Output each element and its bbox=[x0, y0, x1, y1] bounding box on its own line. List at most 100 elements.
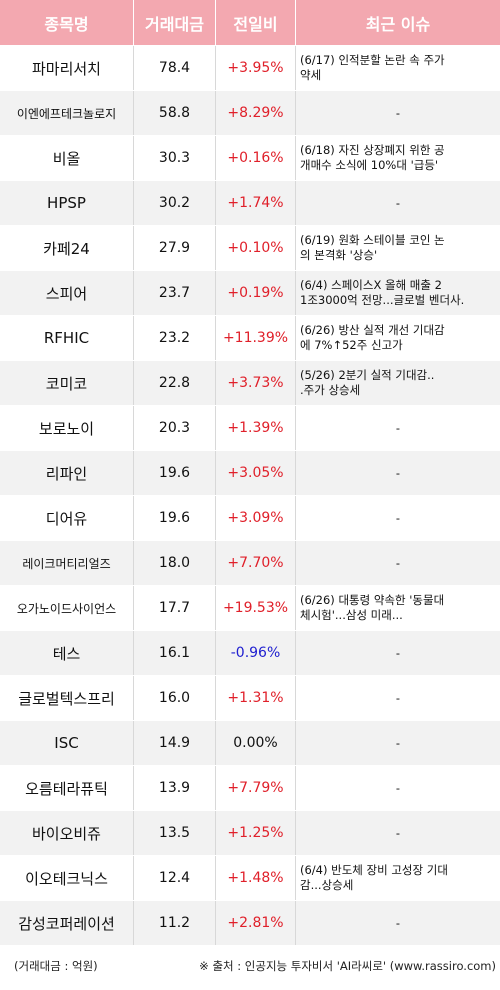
volume-cell: 58.8 bbox=[134, 91, 216, 135]
trade-volume: 20.3 bbox=[158, 420, 191, 436]
recent-issue: (6/19) 원화 스테이블 코인 논 의 본격화 '상승' bbox=[300, 233, 445, 262]
stock-name: 이엔에프테크놀로지 bbox=[16, 106, 117, 121]
table-row: 감성코퍼레이션 11.2 +2.81% - bbox=[0, 901, 500, 946]
price-change: +1.48% bbox=[227, 870, 284, 886]
stock-name: 비올 bbox=[52, 149, 81, 168]
stock-name: 오가노이드사이언스 bbox=[16, 601, 117, 616]
change-cell: +0.10% bbox=[216, 226, 296, 270]
table-row: 글로벌텍스프리 16.0 +1.31% - bbox=[0, 676, 500, 721]
trade-volume: 12.4 bbox=[158, 870, 191, 886]
change-cell: +7.79% bbox=[216, 766, 296, 810]
price-change: +1.39% bbox=[227, 420, 284, 436]
recent-issue: - bbox=[395, 825, 401, 840]
volume-cell: 30.2 bbox=[134, 181, 216, 225]
change-cell: +19.53% bbox=[216, 586, 296, 630]
issue-cell: - bbox=[296, 91, 500, 135]
trade-volume: 30.3 bbox=[158, 150, 191, 166]
stock-name: 레이크머티리얼즈 bbox=[22, 556, 111, 571]
volume-cell: 78.4 bbox=[134, 46, 216, 90]
volume-cell: 30.3 bbox=[134, 136, 216, 180]
volume-cell: 16.0 bbox=[134, 676, 216, 720]
recent-issue: - bbox=[395, 465, 401, 480]
recent-issue: - bbox=[395, 510, 401, 525]
table-row: 오름테라퓨틱 13.9 +7.79% - bbox=[0, 766, 500, 811]
stock-name-cell: 스피어 bbox=[0, 271, 134, 315]
trade-volume: 19.6 bbox=[158, 510, 191, 526]
change-cell: +7.70% bbox=[216, 541, 296, 585]
stock-name: 파마리서치 bbox=[31, 59, 101, 78]
volume-cell: 19.6 bbox=[134, 496, 216, 540]
issue-cell: (5/26) 2분기 실적 기대감.. .주가 상승세 bbox=[296, 361, 500, 405]
table-row: 카페24 27.9 +0.10% (6/19) 원화 스테이블 코인 논 의 본격화 … bbox=[0, 226, 500, 271]
table-row: 보로노이 20.3 +1.39% - bbox=[0, 406, 500, 451]
trade-volume: 22.8 bbox=[158, 375, 191, 391]
trade-volume: 30.2 bbox=[158, 195, 191, 211]
change-cell: +1.48% bbox=[216, 856, 296, 900]
issue-cell: - bbox=[296, 721, 500, 765]
trade-volume: 14.9 bbox=[158, 735, 191, 751]
price-change: -0.96% bbox=[230, 645, 281, 661]
issue-cell: - bbox=[296, 901, 500, 945]
table-row: 리파인 19.6 +3.05% - bbox=[0, 451, 500, 496]
stock-name: 바이오비쥬 bbox=[31, 824, 101, 843]
issue-cell: (6/18) 자진 상장폐지 위한 공 개매수 소식에 10%대 '급등' bbox=[296, 136, 500, 180]
table-row: 레이크머티리얼즈 18.0 +7.70% - bbox=[0, 541, 500, 586]
price-change: 0.00% bbox=[233, 735, 278, 751]
stock-name-cell: 감성코퍼레이션 bbox=[0, 901, 134, 945]
stock-name-cell: 파마리서치 bbox=[0, 46, 134, 90]
volume-cell: 17.7 bbox=[134, 586, 216, 630]
stock-name: 스피어 bbox=[45, 284, 88, 303]
issue-cell: - bbox=[296, 451, 500, 495]
volume-cell: 27.9 bbox=[134, 226, 216, 270]
issue-cell: (6/17) 인적분할 논란 속 주가 약세 bbox=[296, 46, 500, 90]
stock-name-cell: RFHIC bbox=[0, 316, 134, 360]
price-change: +2.81% bbox=[227, 915, 284, 931]
recent-issue: (5/26) 2분기 실적 기대감.. .주가 상승세 bbox=[300, 368, 435, 397]
change-cell: +0.19% bbox=[216, 271, 296, 315]
recent-issue: - bbox=[395, 690, 401, 705]
price-change: +7.79% bbox=[227, 780, 284, 796]
trade-volume: 18.0 bbox=[158, 555, 191, 571]
volume-cell: 18.0 bbox=[134, 541, 216, 585]
stock-name: HPSP bbox=[47, 194, 86, 212]
trade-volume: 19.6 bbox=[158, 465, 191, 481]
stock-name: 코미코 bbox=[45, 374, 88, 393]
price-change: +1.25% bbox=[227, 825, 284, 841]
change-cell: +3.09% bbox=[216, 496, 296, 540]
price-change: +3.05% bbox=[227, 465, 284, 481]
trade-volume: 23.7 bbox=[158, 285, 191, 301]
stock-name-cell: 보로노이 bbox=[0, 406, 134, 450]
stock-name: 오름테라퓨틱 bbox=[25, 779, 108, 798]
price-change: +8.29% bbox=[227, 105, 284, 121]
issue-cell: - bbox=[296, 496, 500, 540]
trade-volume: 13.9 bbox=[158, 780, 191, 796]
volume-cell: 20.3 bbox=[134, 406, 216, 450]
change-cell: 0.00% bbox=[216, 721, 296, 765]
stock-name-cell: 리파인 bbox=[0, 451, 134, 495]
recent-issue: (6/26) 방산 실적 개선 기대감 에 7%↑52주 신고가 bbox=[300, 323, 445, 352]
header-change: 전일비 bbox=[216, 0, 296, 45]
stock-name-cell: 오름테라퓨틱 bbox=[0, 766, 134, 810]
recent-issue: - bbox=[395, 645, 401, 660]
stock-name-cell: 코미코 bbox=[0, 361, 134, 405]
volume-cell: 19.6 bbox=[134, 451, 216, 495]
recent-issue: (6/17) 인적분할 논란 속 주가 약세 bbox=[300, 53, 445, 82]
issue-cell: - bbox=[296, 181, 500, 225]
price-change: +3.95% bbox=[227, 60, 284, 76]
table-row: 비올 30.3 +0.16% (6/18) 자진 상장폐지 위한 공 개매수 소식에 … bbox=[0, 136, 500, 181]
issue-cell: (6/4) 스페이스X 올해 매출 2 1조3000억 전망...글로벌 벤더사… bbox=[296, 271, 500, 315]
stock-name-cell: 테스 bbox=[0, 631, 134, 675]
issue-cell: - bbox=[296, 811, 500, 855]
stock-name-cell: 디어유 bbox=[0, 496, 134, 540]
trade-volume: 16.1 bbox=[158, 645, 191, 661]
table-row: ISC 14.9 0.00% - bbox=[0, 721, 500, 766]
trade-volume: 27.9 bbox=[158, 240, 191, 256]
trade-volume: 58.8 bbox=[158, 105, 191, 121]
price-change: +11.39% bbox=[222, 330, 289, 346]
change-cell: +3.05% bbox=[216, 451, 296, 495]
stock-name-cell: 이엔에프테크놀로지 bbox=[0, 91, 134, 135]
volume-cell: 23.2 bbox=[134, 316, 216, 360]
stock-name-cell: 카페24 bbox=[0, 226, 134, 270]
issue-cell: (6/19) 원화 스테이블 코인 논 의 본격화 '상승' bbox=[296, 226, 500, 270]
recent-issue: (6/4) 반도체 장비 고성장 기대 감...상승세 bbox=[300, 863, 448, 892]
